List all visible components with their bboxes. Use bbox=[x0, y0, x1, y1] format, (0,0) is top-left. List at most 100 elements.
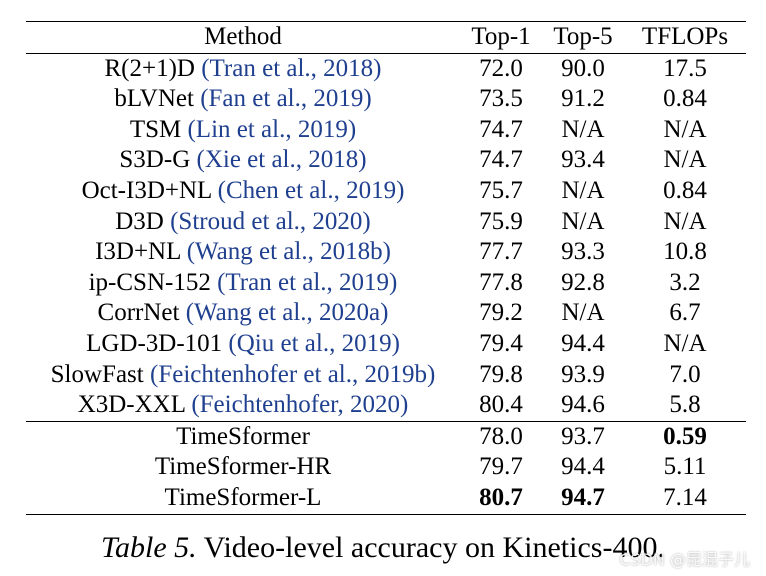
method-cell: TimeSformer-L bbox=[26, 482, 460, 515]
method-cell: S3D-G (Xie et al., 2018) bbox=[26, 145, 460, 176]
citation-link[interactable]: (Lin et al., 2019) bbox=[187, 115, 357, 143]
table-row: LGD-3D-101 (Qiu et al., 2019) 79.4 94.4 … bbox=[26, 329, 746, 360]
kinetics-results-table: Method Top-1 Top-5 TFLOPs R(2+1)D (Tran … bbox=[26, 21, 746, 515]
method-name: bLVNet bbox=[114, 85, 194, 113]
tflops-cell: N/A bbox=[663, 329, 707, 357]
table-row: TSM (Lin et al., 2019) 74.7 N/A N/A bbox=[26, 115, 746, 146]
top1-cell: 79.8 bbox=[479, 360, 523, 388]
citation-link[interactable]: (Fan et al., 2019) bbox=[200, 85, 372, 113]
table-row: ip-CSN-152 (Tran et al., 2019) 77.8 92.8… bbox=[26, 268, 746, 299]
method-name: SlowFast bbox=[50, 360, 144, 388]
top1-cell: 79.4 bbox=[479, 329, 523, 357]
top1-cell: 79.7 bbox=[479, 453, 523, 481]
method-cell: CorrNet (Wang et al., 2020a) bbox=[26, 298, 460, 329]
table-header-row: Method Top-1 Top-5 TFLOPs bbox=[26, 21, 746, 54]
table-row: CorrNet (Wang et al., 2020a) 79.2 N/A 6.… bbox=[26, 298, 746, 329]
method-cell: Oct-I3D+NL (Chen et al., 2019) bbox=[26, 176, 460, 207]
method-cell: TimeSformer-HR bbox=[154, 453, 332, 481]
top1-cell: 72.0 bbox=[479, 54, 523, 82]
citation-link[interactable]: (Tran et al., 2018) bbox=[201, 54, 382, 82]
table-row: I3D+NL (Wang et al., 2018b) 77.7 93.3 10… bbox=[26, 237, 746, 268]
method-cell: ip-CSN-152 (Tran et al., 2019) bbox=[26, 268, 460, 299]
top5-cell: 94.4 bbox=[561, 453, 605, 481]
header-top1: Top-1 bbox=[471, 23, 531, 50]
top5-cell-best: 94.7 bbox=[542, 482, 624, 515]
method-cell: X3D-XXL (Feichtenhofer, 2020) bbox=[26, 390, 460, 421]
top5-cell: 92.8 bbox=[561, 268, 605, 296]
method-name: LGD-3D-101 bbox=[86, 329, 223, 357]
header-method: Method bbox=[204, 23, 282, 50]
top1-cell: 78.0 bbox=[460, 420, 542, 453]
citation-link[interactable]: (Feichtenhofer, 2020) bbox=[191, 391, 409, 419]
method-cell: TimeSformer bbox=[26, 420, 460, 453]
citation-link[interactable]: (Chen et al., 2019) bbox=[217, 176, 405, 204]
top5-cell: 91.2 bbox=[561, 85, 605, 113]
top1-cell: 75.9 bbox=[479, 207, 523, 235]
top1-cell: 77.8 bbox=[479, 268, 523, 296]
tflops-cell: N/A bbox=[663, 207, 707, 235]
citation-link[interactable]: (Stroud et al., 2020) bbox=[170, 207, 371, 235]
top5-cell: 93.3 bbox=[561, 238, 605, 266]
citation-link[interactable]: (Xie et al., 2018) bbox=[196, 146, 367, 174]
top1-cell: 77.7 bbox=[479, 238, 523, 266]
top5-cell: N/A bbox=[561, 207, 605, 235]
table-row: SlowFast (Feichtenhofer et al., 2019b) 7… bbox=[26, 360, 746, 391]
top5-cell: 94.6 bbox=[561, 391, 605, 419]
table-row: D3D (Stroud et al., 2020) 75.9 N/A N/A bbox=[26, 207, 746, 238]
top5-cell: N/A bbox=[561, 115, 605, 143]
top5-cell: 93.4 bbox=[561, 146, 605, 174]
method-name: CorrNet bbox=[97, 299, 180, 327]
method-cell: LGD-3D-101 (Qiu et al., 2019) bbox=[26, 329, 460, 360]
top5-cell: 94.4 bbox=[561, 329, 605, 357]
tflops-cell: 5.11 bbox=[663, 453, 707, 481]
top1-cell: 79.2 bbox=[479, 299, 523, 327]
header-tflops: TFLOPs bbox=[641, 23, 729, 50]
tflops-cell: 5.8 bbox=[669, 391, 701, 419]
method-name: S3D-G bbox=[119, 146, 191, 174]
tflops-cell: 3.2 bbox=[669, 268, 701, 296]
table-row: S3D-G (Xie et al., 2018) 74.7 93.4 N/A bbox=[26, 145, 746, 176]
watermark: CSDN @昆混子儿 bbox=[619, 550, 750, 569]
top5-cell: 93.7 bbox=[542, 420, 624, 453]
method-name: X3D-XXL bbox=[77, 391, 186, 419]
results-table-container: Method Top-1 Top-5 TFLOPs R(2+1)D (Tran … bbox=[26, 21, 746, 515]
method-name: D3D bbox=[115, 207, 164, 235]
method-cell: D3D (Stroud et al., 2020) bbox=[26, 207, 460, 238]
caption-text: Video-level accuracy on Kinetics-400. bbox=[203, 531, 665, 564]
method-name: R(2+1)D bbox=[104, 54, 195, 82]
top5-cell: N/A bbox=[561, 176, 605, 204]
citation-link[interactable]: (Wang et al., 2020a) bbox=[185, 299, 389, 327]
tflops-cell: 0.84 bbox=[663, 85, 707, 113]
table-row: X3D-XXL (Feichtenhofer, 2020) 80.4 94.6 … bbox=[26, 390, 746, 421]
top5-cell: 93.9 bbox=[561, 360, 605, 388]
top5-cell: N/A bbox=[561, 299, 605, 327]
header-top5: Top-5 bbox=[553, 23, 613, 50]
method-name: I3D+NL bbox=[95, 238, 181, 266]
table-row: bLVNet (Fan et al., 2019) 73.5 91.2 0.84 bbox=[26, 84, 746, 115]
top1-cell-best: 80.7 bbox=[460, 482, 542, 515]
tflops-cell: 17.5 bbox=[663, 54, 707, 82]
tflops-cell: 6.7 bbox=[669, 299, 701, 327]
tflops-cell: 7.0 bbox=[669, 360, 701, 388]
method-cell: TSM (Lin et al., 2019) bbox=[26, 115, 460, 146]
tflops-cell: N/A bbox=[663, 146, 707, 174]
citation-link[interactable]: (Tran et al., 2019) bbox=[217, 268, 398, 296]
table-caption: Table 5. Video-level accuracy on Kinetic… bbox=[0, 530, 766, 566]
tflops-cell: 0.84 bbox=[663, 176, 707, 204]
table-row-ours: TimeSformer-HR 79.7 94.4 5.11 bbox=[26, 452, 746, 483]
citation-link[interactable]: (Feichtenhofer et al., 2019b) bbox=[150, 360, 436, 388]
method-name: TSM bbox=[129, 115, 182, 143]
citation-link[interactable]: (Wang et al., 2018b) bbox=[186, 238, 391, 266]
top1-cell: 74.7 bbox=[479, 115, 523, 143]
tflops-cell: N/A bbox=[663, 115, 707, 143]
method-cell: SlowFast (Feichtenhofer et al., 2019b) bbox=[26, 360, 460, 391]
method-cell: R(2+1)D (Tran et al., 2018) bbox=[26, 53, 460, 84]
citation-link[interactable]: (Qiu et al., 2019) bbox=[228, 329, 400, 357]
caption-label: Table 5. bbox=[101, 531, 197, 564]
top1-cell: 75.7 bbox=[479, 176, 523, 204]
tflops-cell-best: 0.59 bbox=[624, 420, 746, 453]
top1-cell: 74.7 bbox=[479, 146, 523, 174]
table-row: R(2+1)D (Tran et al., 2018) 72.0 90.0 17… bbox=[26, 53, 746, 84]
tflops-cell: 10.8 bbox=[663, 238, 707, 266]
method-cell: bLVNet (Fan et al., 2019) bbox=[26, 84, 460, 115]
